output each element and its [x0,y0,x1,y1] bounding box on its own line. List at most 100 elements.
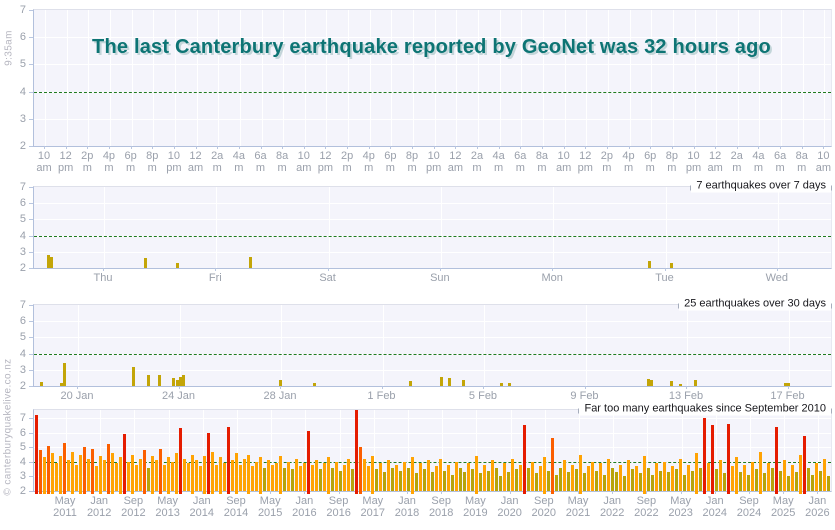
earthquake-bar [271,465,274,491]
earthquake-bar [223,463,226,491]
x-axis-tick [694,146,695,149]
earthquake-bar [500,383,503,386]
x-axis-tick [304,146,305,149]
earthquake-bar [567,472,570,491]
earthquake-bar [259,457,262,491]
panel-since-2010 [33,409,832,492]
below-axis-mark [111,491,114,494]
x-axis-label: 6a m [514,150,527,174]
earthquake-bar [47,255,50,268]
x-axis-tick [434,146,435,149]
earthquake-bar [176,380,179,386]
earthquake-bar [215,465,218,491]
annotation-tick-left [578,408,580,414]
earthquake-bar [751,462,754,491]
x-axis-label: 17 Feb [770,390,805,402]
below-axis-mark [203,491,206,494]
x-axis-label: 12 am [187,150,204,174]
earthquake-bar [239,465,242,491]
below-axis-mark [207,491,210,494]
x-axis-label: 10 pm [685,150,702,174]
grid-line-vertical [66,410,67,491]
earthquake-bar [427,460,430,491]
earthquake-bar [59,456,62,491]
x-axis-label: Jan 2026 [805,495,830,519]
below-axis-mark [727,491,730,494]
earthquake-bar [75,465,78,491]
below-axis-mark [759,491,762,494]
earthquake-bar [531,462,534,491]
earthquake-bar [83,447,86,491]
x-axis-tick [280,386,281,389]
earthquake-bar [691,471,694,491]
y-axis-label: 2 [19,380,26,392]
grid-line-vertical [435,10,436,146]
x-axis-label: May 2021 [565,495,591,519]
below-axis-mark [123,491,126,494]
earthquake-bar [327,457,330,491]
grid-line-vertical [803,10,804,146]
earthquake-bar [99,456,102,491]
x-axis-label: 2a m [211,150,224,174]
earthquake-bar [443,471,446,491]
x-axis-tick [217,146,218,149]
chart-count-annotation-text: 25 earthquakes over 30 days [679,297,831,311]
x-axis-label: 2p m [600,150,614,174]
x-axis-label: 12 pm [58,150,74,174]
below-axis-mark [523,491,526,494]
earthquake-bar [683,475,686,491]
grid-line-vertical [329,187,330,268]
earthquake-bar [439,459,442,491]
y-axis-label: 2 [19,485,26,497]
below-axis-mark [775,491,778,494]
below-axis-mark [119,491,122,494]
x-axis-tick [179,386,180,389]
earthquake-bar [55,463,58,491]
earthquake-bar [279,456,282,491]
x-axis-label: Fri [208,272,222,284]
earthquake-bar [313,383,316,386]
earthquake-bar [423,469,426,491]
earthquake-bar [63,443,66,491]
earthquake-bar [648,261,651,268]
grid-line-vertical [197,10,198,146]
x-axis-tick [585,386,586,389]
x-axis-label: May 2017 [360,495,386,519]
earthquake-bar [144,258,147,268]
below-axis-mark [131,491,134,494]
x-axis-label: 4a m [232,150,245,174]
x-axis-label: 6a m [254,150,267,174]
x-axis-tick [339,491,340,494]
y-axis-tick [29,236,33,237]
earthquake-bar [623,476,626,491]
annotation-tick-right [831,303,832,309]
below-axis-mark [107,491,110,494]
grid-line-vertical [153,10,154,146]
x-axis-label: 12 am [707,150,723,174]
grid-line-vertical [281,305,282,386]
y-axis-tick [29,354,33,355]
earthquake-bar [483,465,486,491]
earthquake-bar [67,460,70,491]
grid-line-vertical [613,410,614,491]
x-axis-tick [239,146,240,149]
x-axis-tick [412,146,413,149]
earthquake-bar [462,380,465,386]
x-axis-tick [66,146,67,149]
earthquake-bar [815,463,818,491]
x-axis-tick [304,491,305,494]
below-axis-mark [211,491,214,494]
x-axis-tick [823,146,824,149]
earthquake-bar [707,463,710,491]
grid-line-vertical [579,410,580,491]
earthquake-bar [343,465,346,491]
x-axis-label: Thu [93,272,113,284]
grid-line-vertical [565,10,566,146]
x-axis-label: Jan 2022 [599,495,625,519]
y-axis-label: 6 [19,315,26,327]
x-axis-label: 6a m [773,150,787,174]
grid-line-vertical [413,10,414,146]
below-axis-mark [551,491,554,494]
earthquake-bar [251,466,254,491]
panel-7-days [33,186,832,269]
